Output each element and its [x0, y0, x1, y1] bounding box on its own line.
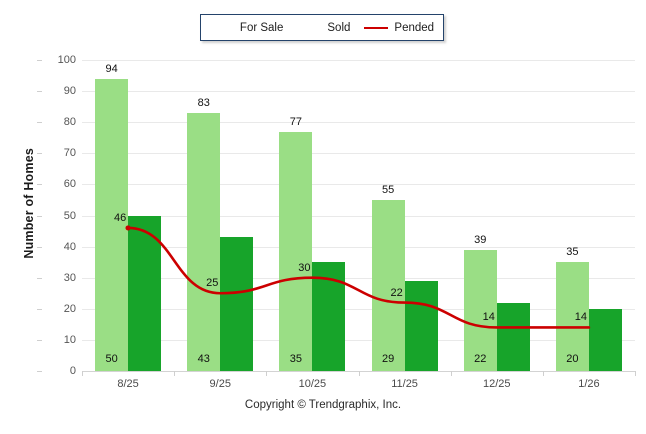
gridline-60 — [82, 184, 635, 186]
legend-item-for-sale[interactable]: For Sale — [210, 22, 283, 34]
y-tickmark-60 — [37, 184, 42, 186]
y-tickmark-30 — [37, 277, 42, 279]
x-tickmark — [358, 371, 360, 376]
y-tickmark-100 — [37, 60, 42, 61]
y-tick-label-80: 80 — [37, 116, 76, 128]
y-tick-label-100: 100 — [37, 54, 76, 66]
bar-sold[interactable] — [496, 302, 530, 371]
copyright-notice: Copyright © Trendgraphix, Inc. — [244, 399, 402, 411]
bar-value-sold: 35 — [289, 353, 303, 365]
plot-area: 94 50 83 43 77 35 55 29 39 22 35 20 46 25 30 22 14 14 — [82, 60, 635, 372]
x-tick-label-11-25: 11/25 — [391, 378, 418, 390]
x-tickmark — [542, 371, 544, 376]
sold-swatch-icon — [297, 22, 321, 33]
y-tickmark-50 — [37, 215, 42, 217]
gridline-80 — [82, 122, 635, 124]
bar-value-for-sale: 39 — [474, 233, 487, 246]
x-tick-label-12-25: 12/25 — [482, 378, 511, 390]
y-tickmark-90 — [37, 91, 42, 93]
pended-value-label: 22 — [390, 286, 403, 299]
legend-label-for-sale: For Sale — [239, 21, 284, 34]
legend-item-sold[interactable]: Sold — [297, 22, 350, 34]
x-tickmark — [635, 371, 636, 376]
y-tickmark-40 — [37, 246, 42, 248]
x-tickmark — [174, 371, 176, 376]
legend-label-pended: Pended — [394, 21, 435, 34]
y-tick-label-70: 70 — [37, 147, 76, 159]
gridline-30 — [82, 277, 635, 279]
pended-value-label: 46 — [113, 211, 127, 224]
bar-for-sale[interactable] — [371, 199, 405, 371]
bar-value-for-sale: 55 — [381, 183, 395, 196]
pended-value-label: 30 — [298, 261, 311, 274]
bar-value-for-sale: 77 — [289, 115, 303, 128]
bar-value-for-sale: 83 — [197, 96, 210, 109]
y-tick-label-10: 10 — [37, 334, 76, 346]
x-axis: 8/25 9/25 10/25 11/25 12/25 1/26 — [82, 371, 636, 395]
y-axis-tick-labels: 0 10 20 30 40 50 60 70 80 90 100 — [37, 54, 76, 377]
bar-sold[interactable] — [404, 280, 438, 371]
gridline-40 — [82, 246, 635, 248]
y-tickmark-70 — [37, 153, 42, 155]
bar-value-sold: 29 — [381, 353, 395, 365]
bar-value-sold: 50 — [105, 353, 118, 365]
x-tick-label-9-25: 9/25 — [209, 378, 231, 390]
pended-value-label: 14 — [482, 311, 495, 324]
y-tick-label-40: 40 — [37, 241, 76, 253]
legend-item-pended[interactable]: Pended — [364, 22, 434, 34]
x-tick-label-10-25: 10/25 — [298, 378, 327, 390]
y-tick-label-20: 20 — [37, 303, 76, 315]
bar-value-sold: 22 — [474, 353, 487, 365]
y-tick-label-60: 60 — [37, 178, 76, 190]
pended-line-icon — [364, 26, 389, 29]
gridline-70 — [82, 153, 635, 155]
chart-legend: For Sale Sold Pended — [200, 14, 444, 41]
gridline-90 — [82, 91, 635, 93]
for-sale-swatch-icon — [210, 22, 234, 33]
pended-value-label: 25 — [206, 277, 219, 290]
gridline-20 — [82, 308, 635, 310]
y-axis-title: Number of Homes — [22, 148, 36, 259]
bar-value-sold: 43 — [197, 353, 210, 365]
bar-for-sale[interactable] — [187, 112, 221, 371]
y-tickmark-0 — [37, 371, 42, 372]
bar-sold[interactable] — [312, 262, 346, 371]
y-tickmark-80 — [37, 122, 42, 124]
bar-value-for-sale: 35 — [566, 246, 579, 259]
bar-sold[interactable] — [128, 215, 162, 371]
y-tickmark-10 — [37, 339, 42, 341]
y-tickmark-20 — [37, 308, 42, 310]
x-tickmark — [266, 371, 268, 376]
bar-value-for-sale: 94 — [105, 62, 118, 75]
gridline-50 — [82, 215, 635, 217]
bar-value-sold: 20 — [566, 353, 579, 365]
y-tick-label-90: 90 — [37, 85, 76, 97]
bar-for-sale[interactable] — [279, 131, 313, 371]
x-tickmark — [450, 371, 452, 376]
y-tick-label-30: 30 — [37, 272, 76, 284]
pended-value-label: 14 — [574, 311, 588, 324]
y-tick-label-50: 50 — [37, 210, 76, 222]
gridline-100 — [82, 60, 635, 61]
x-tick-label-8-25: 8/25 — [117, 378, 139, 390]
x-tick-label-1-26: 1/26 — [578, 378, 600, 390]
bar-sold[interactable] — [220, 237, 254, 371]
x-tickmark — [82, 371, 83, 376]
legend-label-sold: Sold — [327, 21, 351, 34]
y-tick-label-0: 0 — [37, 365, 76, 377]
bar-sold[interactable] — [588, 308, 622, 371]
gridline-10 — [82, 339, 635, 341]
bar-for-sale[interactable] — [95, 78, 129, 371]
